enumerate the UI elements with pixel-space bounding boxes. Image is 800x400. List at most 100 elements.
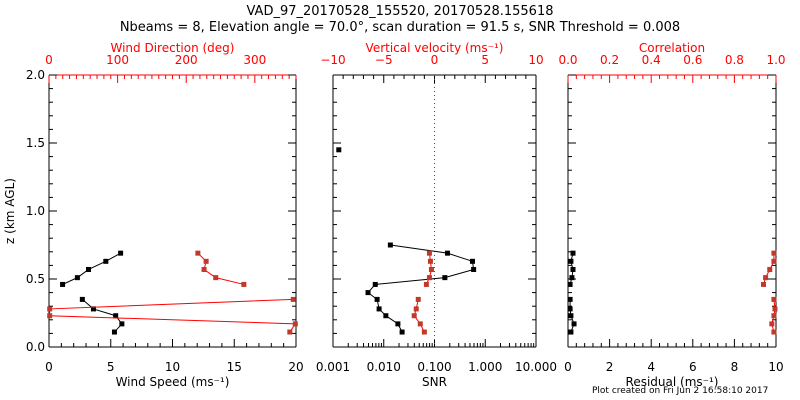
top-tick-label: 0.6: [683, 53, 702, 67]
x-axis-label: Residual (ms⁻¹): [626, 375, 719, 389]
residual-point: [571, 321, 577, 327]
vertical-velocity-point: [415, 296, 421, 302]
x-tick-label: 1.000: [468, 360, 502, 374]
wind-direction-point: [195, 250, 201, 256]
residual-point: [568, 329, 574, 335]
x-tick-label: 10: [768, 360, 783, 374]
x-tick-label: 10: [165, 360, 180, 374]
top-axis-label: Vertical velocity (ms⁻¹): [366, 41, 504, 55]
top-axis-label: Correlation: [639, 41, 705, 55]
wind-speed-line: [62, 252, 121, 285]
panel-3: [567, 74, 778, 348]
snr-point: [365, 290, 371, 296]
snr-point: [383, 313, 389, 319]
x-tick-label: 0.100: [417, 360, 451, 374]
y-tick-label: 0.0: [26, 340, 45, 354]
top-tick-label: 0.2: [600, 53, 619, 67]
wind-speed-point: [119, 321, 125, 327]
top-tick-label: 1.0: [766, 53, 785, 67]
wind-direction-point: [47, 306, 53, 312]
top-tick-label: 200: [175, 53, 198, 67]
correlation-point: [771, 258, 777, 264]
wind-direction-point: [287, 329, 293, 335]
y-tick-label: 2.0: [26, 68, 45, 82]
wind-speed-point: [90, 306, 96, 312]
correlation-point: [771, 296, 777, 302]
top-tick-label: 0.0: [558, 53, 577, 67]
vertical-velocity-point: [426, 275, 432, 281]
x-tick-label: 10.000: [515, 360, 557, 374]
residual-point: [567, 296, 573, 302]
y-tick-label: 0.5: [26, 272, 45, 286]
x-tick-label: 0.001: [316, 360, 350, 374]
top-tick-label: 0: [431, 53, 439, 67]
x-tick-label: 8: [731, 360, 739, 374]
snr-point: [471, 266, 477, 272]
x-tick-label: 6: [689, 360, 697, 374]
panel-2: [332, 74, 537, 348]
wind-direction-point: [47, 313, 53, 319]
vertical-velocity-point: [427, 258, 433, 264]
residual-point: [567, 306, 573, 312]
wind-direction-point: [241, 281, 247, 287]
snr-point: [376, 306, 382, 312]
y-axis-label: z (km AGL): [3, 178, 17, 244]
x-tick-label: 5: [107, 360, 115, 374]
residual-point: [570, 266, 576, 272]
top-tick-label: −5: [375, 53, 393, 67]
x-tick-label: 0.010: [367, 360, 401, 374]
correlation-point: [763, 275, 769, 281]
snr-point: [374, 296, 380, 302]
wind-speed-point: [113, 313, 119, 319]
vertical-velocity-point: [417, 321, 423, 327]
y-tick-label: 1.5: [26, 136, 45, 150]
wind-direction-point: [203, 258, 209, 264]
wind-direction-point: [290, 296, 296, 302]
plot-title: VAD_97_20170528_155520, 20170528.155618: [246, 4, 554, 19]
x-tick-label: 15: [227, 360, 242, 374]
top-tick-label: 5: [481, 53, 489, 67]
wind-direction-line: [49, 298, 297, 333]
y-tick-label: 1.0: [26, 204, 45, 218]
top-tick-label: 100: [106, 53, 129, 67]
wind-speed-point: [111, 329, 117, 335]
top-tick-label: 0: [45, 53, 53, 67]
snr-point: [336, 147, 342, 153]
vertical-velocity-point: [411, 313, 417, 319]
residual-point: [570, 250, 576, 256]
wind-direction-point: [213, 275, 219, 281]
correlation-point: [771, 250, 777, 256]
wind-speed-point: [60, 281, 66, 287]
correlation-point: [761, 281, 767, 287]
wind-direction-point: [292, 321, 298, 327]
top-tick-label: 0.4: [642, 53, 661, 67]
residual-point: [567, 281, 573, 287]
residual-point: [569, 275, 575, 281]
vertical-velocity-point: [423, 281, 429, 287]
wind-speed-point: [118, 250, 124, 256]
vertical-velocity-point: [426, 250, 432, 256]
x-tick-label: 0: [564, 360, 572, 374]
correlation-point: [769, 321, 775, 327]
x-tick-label: 20: [288, 360, 303, 374]
vertical-velocity-point: [413, 306, 419, 312]
x-axis-label: SNR: [422, 375, 447, 389]
x-tick-label: 2: [606, 360, 614, 374]
vertical-velocity-point: [421, 329, 427, 335]
snr-point: [442, 275, 448, 281]
x-tick-label: 4: [647, 360, 655, 374]
top-tick-label: 0.8: [725, 53, 744, 67]
snr-point: [395, 321, 401, 327]
correlation-point: [767, 266, 773, 272]
snr-point: [444, 250, 450, 256]
plot-subtitle: Nbeams = 8, Elevation angle = 70.0°, sca…: [119, 20, 681, 35]
top-axis-label: Wind Direction (deg): [111, 41, 235, 55]
wind-speed-point: [79, 296, 85, 302]
residual-point: [568, 258, 574, 264]
snr-point: [372, 281, 378, 287]
plot-footer: Plot created on Fri Jun 2 16:58:10 2017: [592, 386, 769, 396]
snr-line: [367, 244, 475, 333]
top-tick-label: −10: [320, 53, 345, 67]
